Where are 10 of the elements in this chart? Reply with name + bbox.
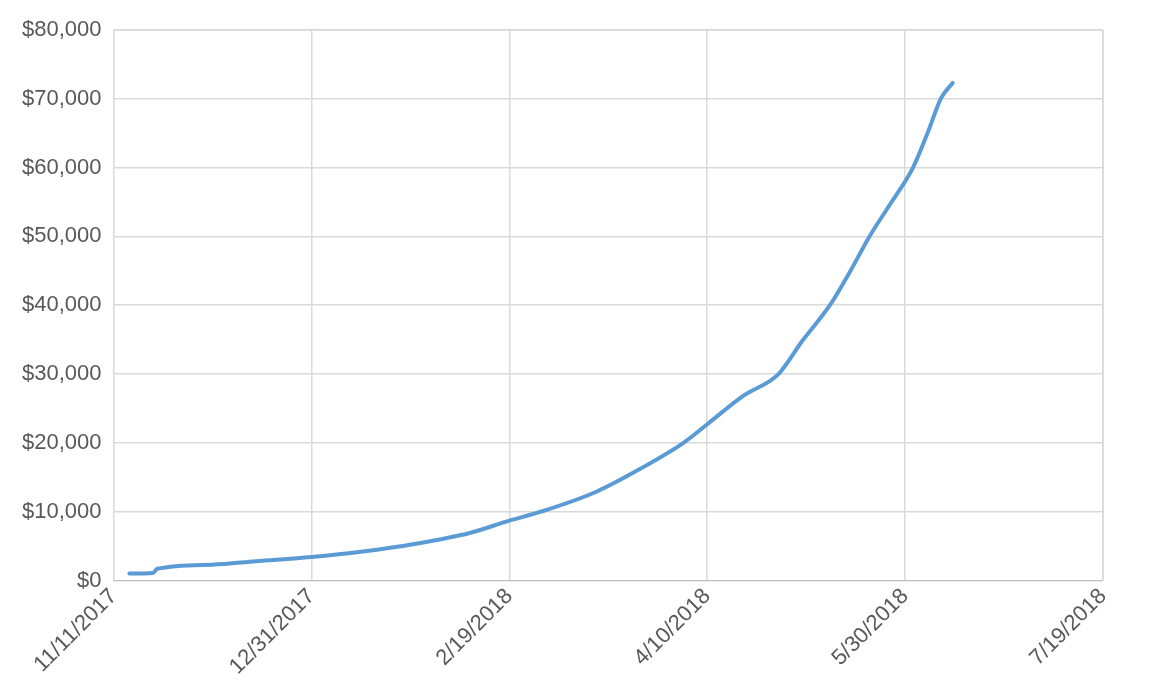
y-tick-label: $10,000 (21, 497, 102, 523)
y-tick-label: $50,000 (21, 222, 102, 248)
y-tick-label: $30,000 (21, 360, 102, 386)
y-tick-label: $60,000 (21, 153, 102, 179)
y-tick-label: $80,000 (21, 16, 102, 42)
y-tick-label: $0 (77, 566, 102, 592)
line-series (127, 80, 955, 576)
y-tick-label: $20,000 (21, 428, 102, 454)
y-tick-label: $70,000 (21, 84, 102, 110)
y-tick-label: $40,000 (21, 291, 102, 317)
